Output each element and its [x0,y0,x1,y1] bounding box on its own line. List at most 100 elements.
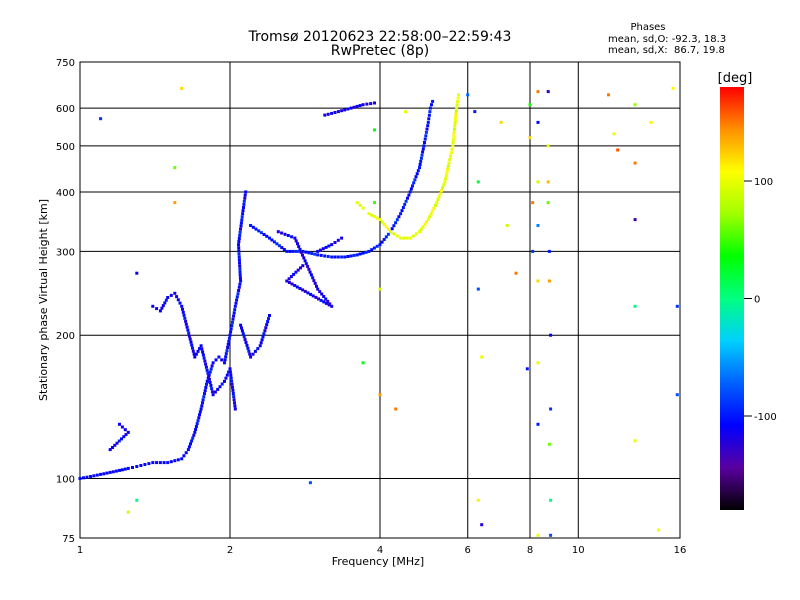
echo-point [122,435,126,439]
echo-point [251,352,255,356]
echo-point [118,468,121,472]
echo-point [421,150,425,154]
echo-point [531,201,535,205]
echo-point [193,355,197,359]
echo-point [431,99,435,103]
echo-point [633,161,637,165]
echo-point [232,314,236,318]
echo-point [302,256,306,260]
echo-point [113,443,117,447]
echo-point [405,236,409,240]
echo-point [181,310,185,314]
echo-point [476,180,480,184]
echo-point [466,93,470,97]
echo-point [392,224,396,228]
echo-point [202,395,206,399]
echo-point [231,385,234,389]
echo-point [237,249,241,253]
echo-point [230,324,234,328]
echo-point [309,273,313,277]
echo-point [216,387,220,391]
echo-point [303,259,307,263]
echo-point [108,470,112,474]
echo-point [239,221,243,225]
echo-point [457,93,460,97]
echo-point [190,343,194,347]
echo-point [419,227,423,231]
echo-point [206,371,210,375]
echo-point [238,233,242,237]
echo-point [232,398,236,402]
colorbar-tick-label: -100 [754,412,777,423]
echo-point [233,404,237,408]
echo-point [231,317,235,321]
echo-point [139,464,143,467]
echo-point [340,236,344,240]
echo-point [399,212,403,216]
echo-point [280,231,284,235]
echo-point [173,459,177,463]
echo-point [290,282,294,286]
echo-point [633,439,637,443]
echo-point [607,93,610,97]
echo-point [452,134,456,138]
echo-point [201,353,205,357]
echo-point [367,249,371,253]
echo-point [193,430,197,434]
echo-point [317,297,320,301]
echo-point [294,239,298,243]
echo-point [253,349,257,353]
echo-point [450,147,454,151]
echo-point [162,461,166,465]
echo-point [404,110,407,114]
chart-title: Tromsø 20120623 22:58:00–22:59:43 [248,29,512,45]
echo-point [330,255,334,259]
echo-point [454,115,458,119]
echo-point [230,382,234,386]
echo-point [423,137,427,141]
echo-point [210,390,214,394]
echo-point [407,193,411,197]
echo-point [235,295,239,299]
echo-point [378,218,382,222]
echo-point [78,477,82,480]
echo-point [380,220,384,224]
echo-point [210,364,214,368]
x-tick-label: 8 [527,545,533,556]
echo-point [203,392,206,396]
echo-point [430,103,433,107]
echo-point [176,298,180,302]
echo-point [514,271,518,275]
echo-point [161,304,165,308]
echo-point [528,103,532,107]
echo-point [272,240,276,244]
echo-point [240,329,244,333]
echo-point [389,230,393,234]
echo-point [616,148,620,152]
echo-point [239,227,242,231]
echo-point [414,232,418,236]
echo-point [446,164,450,168]
echo-point [263,329,267,333]
echo-point [446,167,450,171]
echo-point [244,190,248,194]
echo-point [307,251,311,255]
echo-point [306,264,310,268]
echo-point [343,108,347,112]
echo-point [257,229,261,233]
echo-point [123,467,127,471]
echo-point [202,356,206,360]
echo-point [288,249,292,253]
echo-point [224,355,228,359]
echo-point [358,252,362,256]
echo-point [372,215,376,219]
echo-point [237,237,241,240]
colorbar-ticks: -100 0 100 [744,177,777,423]
echo-point [415,172,419,176]
echo-point [394,221,398,225]
echo-point [260,338,264,342]
echo-point [452,137,455,141]
echo-point [547,279,551,283]
echo-point [163,301,167,305]
echo-point [346,255,350,258]
